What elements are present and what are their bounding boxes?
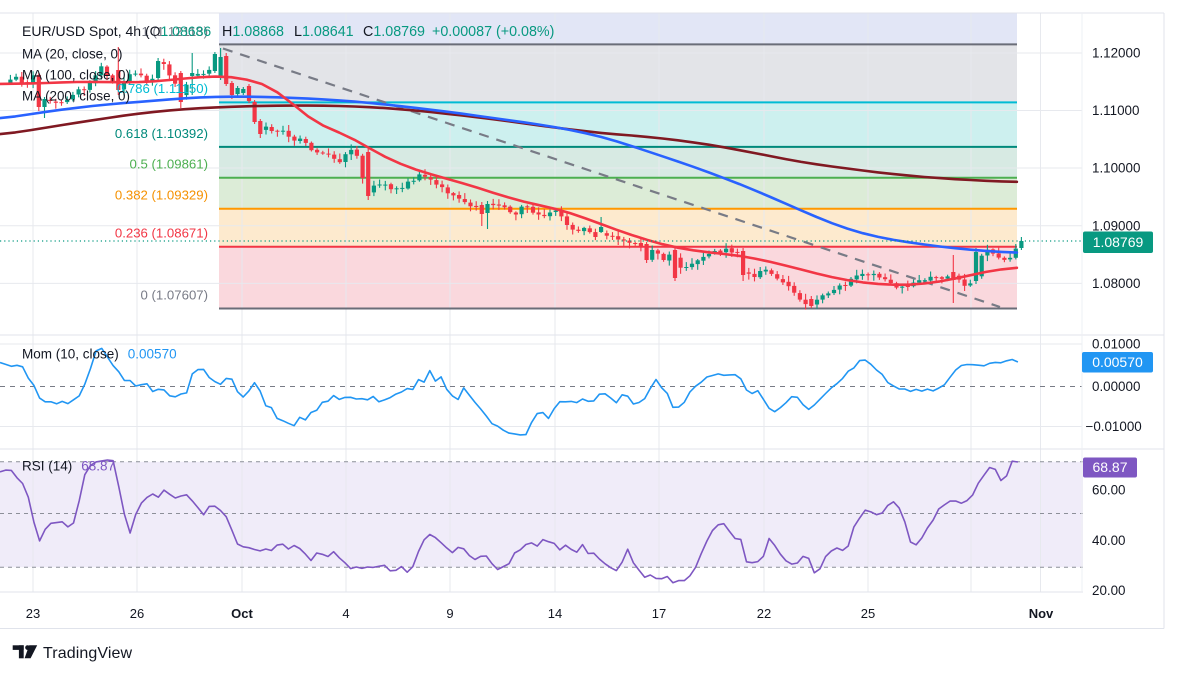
svg-text:0.5 (1.09861): 0.5 (1.09861) xyxy=(130,156,208,171)
svg-text:14: 14 xyxy=(548,606,562,621)
svg-text:26: 26 xyxy=(130,606,144,621)
svg-text:−0.01000: −0.01000 xyxy=(1086,419,1142,434)
svg-text:20.00: 20.00 xyxy=(1092,583,1126,598)
svg-text:L1.08641: L1.08641 xyxy=(294,24,354,40)
svg-text:17: 17 xyxy=(652,606,666,621)
svg-text:1.08000: 1.08000 xyxy=(1092,276,1140,291)
svg-text:EUR/USD Spot, 4h (O1.08686: EUR/USD Spot, 4h (O1.08686 xyxy=(22,23,211,39)
svg-text:0.786 (1.11150): 0.786 (1.11150) xyxy=(117,81,208,96)
svg-text:1.10000: 1.10000 xyxy=(1092,161,1140,176)
svg-text:1.12000: 1.12000 xyxy=(1092,46,1140,61)
svg-text:RSI (14)68.87: RSI (14) 68.87 xyxy=(22,459,115,474)
svg-text:MA (100, close, 0): MA (100, close, 0) xyxy=(22,68,130,83)
svg-text:1.08769: 1.08769 xyxy=(1093,234,1144,250)
svg-text:68.87: 68.87 xyxy=(1092,459,1127,475)
svg-text:40.00: 40.00 xyxy=(1092,533,1126,548)
svg-text:0 (1.07607): 0 (1.07607) xyxy=(141,287,208,302)
svg-text:22: 22 xyxy=(757,606,771,621)
svg-text:60.00: 60.00 xyxy=(1092,483,1126,498)
svg-text:0.01000: 0.01000 xyxy=(1092,337,1140,352)
svg-text:Oct: Oct xyxy=(231,606,253,621)
svg-text:+0.00087 (+0.08%): +0.00087 (+0.08%) xyxy=(432,24,554,40)
svg-text:4: 4 xyxy=(342,606,349,621)
svg-text:Nov: Nov xyxy=(1029,606,1054,621)
svg-text:9: 9 xyxy=(446,606,453,621)
svg-text:Mom (10, close)0.00570: Mom (10, close) 0.00570 xyxy=(22,347,177,362)
svg-text:0.00570: 0.00570 xyxy=(1092,354,1143,370)
svg-text:0.00000: 0.00000 xyxy=(1092,379,1140,394)
svg-text:1.11000: 1.11000 xyxy=(1092,103,1139,118)
svg-text:1.09000: 1.09000 xyxy=(1092,218,1140,233)
svg-text:1 (1.12113): 1 (1.12113) xyxy=(142,24,208,39)
svg-text:MA (200, close, 0): MA (200, close, 0) xyxy=(22,89,130,104)
svg-text:TradingView: TradingView xyxy=(43,645,132,662)
svg-text:25: 25 xyxy=(861,606,875,621)
svg-text:23: 23 xyxy=(26,606,40,621)
svg-text:0.618 (1.10392): 0.618 (1.10392) xyxy=(115,126,208,141)
svg-text:MA (20, close, 0): MA (20, close, 0) xyxy=(22,47,122,62)
svg-text:H1.08868: H1.08868 xyxy=(222,24,284,40)
svg-text:0.236 (1.08671): 0.236 (1.08671) xyxy=(115,225,208,240)
svg-text:C1.08769: C1.08769 xyxy=(363,24,425,40)
svg-text:0.382 (1.09329): 0.382 (1.09329) xyxy=(115,187,208,202)
